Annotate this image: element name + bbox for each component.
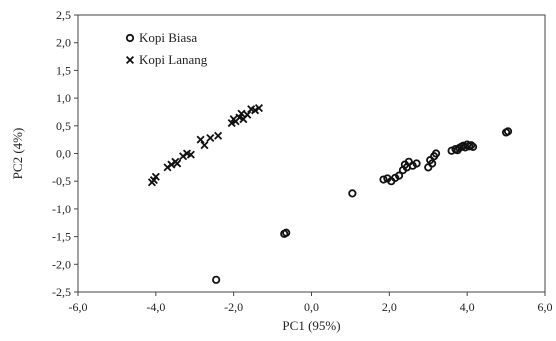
- data-point: [379, 175, 388, 184]
- ticks: -6,0 -4,0 -2,0 0,0 2,0 4,0 6,0 2,5 2,0 1,5 1,0 0,5 0…: [52, 8, 553, 314]
- legend-marker: [125, 55, 135, 65]
- legend-marker: [125, 33, 135, 43]
- data-point: [196, 135, 205, 144]
- y-tick-label: -1,0: [52, 202, 71, 216]
- legend-label: Kopi Biasa: [139, 30, 197, 45]
- legend-label: Kopi Lanang: [139, 52, 208, 67]
- y-tick-label: 2,0: [56, 36, 71, 50]
- y-tick-label: -1,5: [52, 230, 71, 244]
- data-point: [282, 228, 291, 237]
- data-point: [214, 131, 223, 140]
- data-point: [503, 127, 513, 136]
- y-tick-label: -2,0: [52, 257, 71, 271]
- y-tick-label: 0,0: [56, 147, 71, 161]
- y-tick-label: 1,0: [56, 91, 71, 105]
- data-point: [468, 142, 478, 151]
- data-point: [254, 104, 263, 113]
- data-point: [212, 275, 221, 284]
- series-x: [147, 104, 263, 187]
- y-tick-label: 2,5: [56, 8, 71, 22]
- y-axis-title: PC2 (4%): [10, 128, 25, 180]
- data-point: [251, 106, 260, 115]
- data-point: [428, 159, 437, 168]
- y-tick-label: 0,5: [56, 119, 71, 133]
- data-point: [237, 109, 246, 118]
- data-point: [431, 149, 441, 158]
- x-tick-label: -6,0: [69, 300, 88, 314]
- x-tick-label: 4,0: [460, 300, 475, 314]
- x-tick-label: 6,0: [538, 300, 553, 314]
- data-point: [151, 172, 160, 181]
- data-point: [200, 141, 209, 150]
- y-tick-label: -2,5: [52, 285, 71, 299]
- x-tick-label: 2,0: [382, 300, 397, 314]
- data-point: [186, 150, 195, 159]
- data-point: [206, 133, 215, 143]
- data-point: [394, 171, 404, 180]
- x-tick-label: -4,0: [146, 300, 165, 314]
- series-circle: [212, 127, 513, 284]
- x-axis-title: PC1 (95%): [282, 318, 340, 333]
- y-tick-label: 1,5: [56, 63, 71, 77]
- legend: Kopi Biasa Kopi Lanang: [125, 30, 208, 67]
- data-point: [173, 159, 182, 168]
- x-tick-label: -2,0: [224, 300, 243, 314]
- x-tick-label: 0,0: [304, 300, 319, 314]
- data-point: [243, 110, 252, 119]
- data-point: [348, 189, 357, 198]
- data-point: [412, 159, 421, 168]
- data-marks: [147, 104, 513, 284]
- y-tick-label: -0,5: [52, 174, 71, 188]
